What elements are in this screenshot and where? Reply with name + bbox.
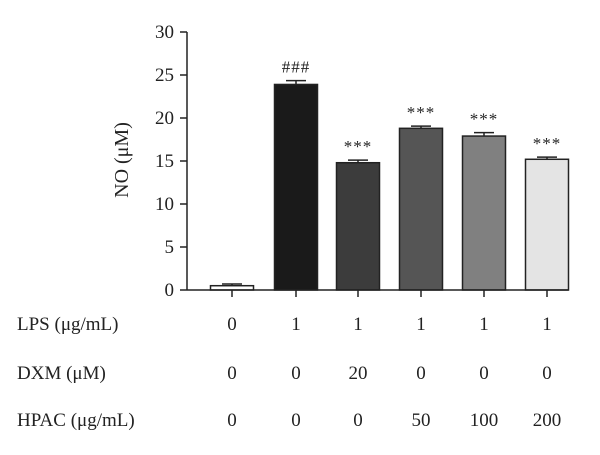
y-axis-label: NO (μM) (111, 122, 133, 198)
y-tick-label: 15 (155, 151, 174, 172)
bar (273, 83, 319, 291)
condition-value: 200 (533, 410, 562, 431)
bars (187, 79, 570, 297)
condition-value: 50 (412, 410, 431, 431)
condition-value: 100 (470, 410, 499, 431)
y-tick-label: 25 (155, 65, 174, 86)
condition-value: 0 (291, 363, 301, 384)
condition-value: 0 (416, 363, 426, 384)
y-axis: 0 5 10 15 20 25 30 (155, 22, 188, 301)
condition-value: 1 (291, 314, 301, 335)
y-tick-label: 5 (165, 237, 175, 258)
condition-value: 0 (227, 363, 237, 384)
condition-value: 0 (353, 410, 363, 431)
condition-row-label: LPS (μg/mL) (17, 314, 119, 335)
y-tick-label: 0 (165, 280, 175, 301)
condition-row-label: DXM (μM) (17, 363, 106, 384)
y-tick-label: 10 (155, 194, 174, 215)
bar (524, 158, 570, 291)
condition-value: 1 (542, 314, 552, 335)
bar (398, 127, 444, 291)
significance-label: *** (407, 103, 436, 122)
significance-label: *** (470, 110, 499, 129)
significance-label: *** (344, 137, 373, 156)
condition-value: 0 (542, 363, 552, 384)
condition-value: 1 (479, 314, 489, 335)
condition-value: 0 (227, 314, 237, 335)
bar-annotations: ### *** *** *** *** (282, 58, 562, 157)
condition-value: 1 (353, 314, 363, 335)
significance-label: ### (282, 58, 311, 77)
condition-value: 0 (479, 363, 489, 384)
condition-value: 0 (227, 410, 237, 431)
condition-value: 20 (349, 363, 368, 384)
condition-value: 0 (291, 410, 301, 431)
significance-label: *** (533, 134, 562, 153)
condition-value: 1 (416, 314, 426, 335)
condition-row-label: HPAC (μg/mL) (17, 410, 135, 431)
bar (461, 135, 507, 291)
y-tick-label: 30 (155, 22, 174, 43)
y-tick-label: 20 (155, 108, 174, 129)
bar (335, 161, 381, 291)
